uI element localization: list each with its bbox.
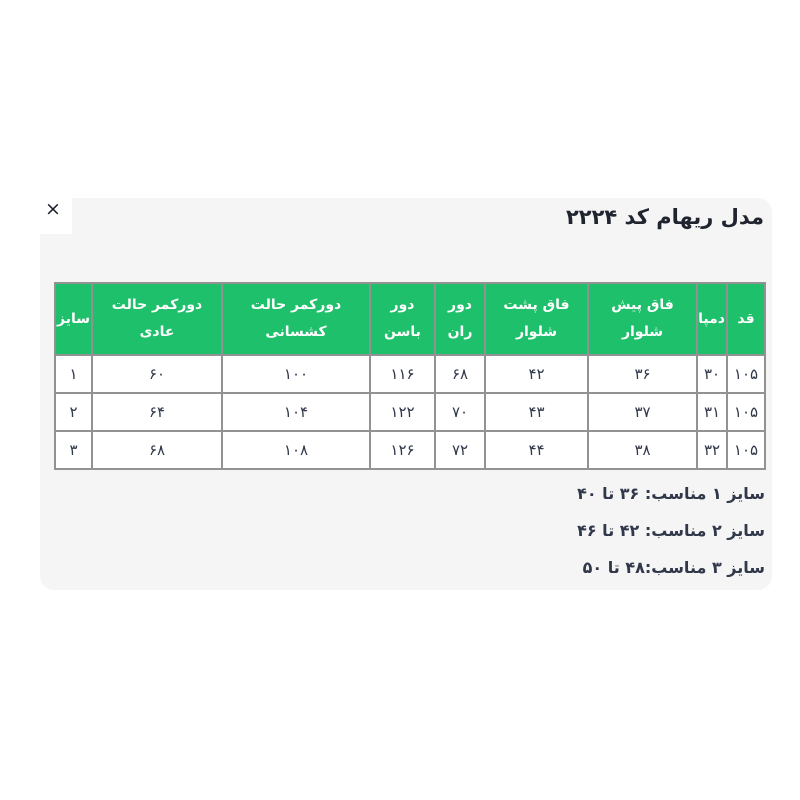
cell-length: ۱۰۵ [726, 354, 766, 394]
cell-waist-normal: ۶۴ [91, 392, 223, 432]
size-chart-modal: × مدل ریهام کد ۲۲۲۴ قد دمپا فاق پیش شلوا… [40, 198, 772, 590]
cell-back-rise: ۴۲ [484, 354, 589, 394]
cell-hem: ۳۲ [696, 430, 728, 470]
cell-size: ۱ [54, 354, 93, 394]
cell-length: ۱۰۵ [726, 392, 766, 432]
table-header-row: قد دمپا فاق پیش شلوار فاق پشت شلوار دور … [54, 282, 766, 356]
cell-length: ۱۰۵ [726, 430, 766, 470]
page-title: مدل ریهام کد ۲۲۲۴ [565, 205, 764, 229]
cell-hip: ۱۱۶ [369, 354, 436, 394]
table-row: ۱۰۵ ۳۰ ۳۶ ۴۲ ۶۸ ۱۱۶ ۱۰۰ ۶۰ ۱ [54, 354, 766, 394]
cell-back-rise: ۴۴ [484, 430, 589, 470]
cell-size: ۲ [54, 392, 93, 432]
col-header-waist-stretched: دورکمر حالت کشسانی [221, 282, 371, 356]
cell-waist-stretched: ۱۰۸ [221, 430, 371, 470]
cell-hem: ۳۰ [696, 354, 728, 394]
col-header-size: سایز [54, 282, 93, 356]
size-2-note: سایز ۲ مناسب: ۴۲ تا ۴۶ [577, 521, 765, 540]
close-notch: × [40, 198, 72, 234]
cell-front-rise: ۳۷ [587, 392, 698, 432]
cell-hip: ۱۲۲ [369, 392, 436, 432]
size-guide-notes: سایز ۱ مناسب: ۳۶ تا ۴۰ سایز ۲ مناسب: ۴۲ … [577, 475, 765, 586]
size-1-note: سایز ۱ مناسب: ۳۶ تا ۴۰ [577, 484, 765, 503]
table-row: ۱۰۵ ۳۲ ۳۸ ۴۴ ۷۲ ۱۲۶ ۱۰۸ ۶۸ ۳ [54, 430, 766, 470]
col-header-waist-normal: دورکمر حالت عادی [91, 282, 223, 356]
cell-waist-stretched: ۱۰۰ [221, 354, 371, 394]
cell-waist-normal: ۶۰ [91, 354, 223, 394]
cell-thigh: ۶۸ [434, 354, 486, 394]
cell-thigh: ۷۲ [434, 430, 486, 470]
col-header-front-rise: فاق پیش شلوار [587, 282, 698, 356]
col-header-hem: دمپا [696, 282, 728, 356]
cell-size: ۳ [54, 430, 93, 470]
col-header-hip: دور باسن [369, 282, 436, 356]
cell-waist-stretched: ۱۰۴ [221, 392, 371, 432]
table-row: ۱۰۵ ۳۱ ۳۷ ۴۳ ۷۰ ۱۲۲ ۱۰۴ ۶۴ ۲ [54, 392, 766, 432]
cell-hem: ۳۱ [696, 392, 728, 432]
close-icon[interactable]: × [45, 198, 61, 220]
cell-front-rise: ۳۸ [587, 430, 698, 470]
col-header-length: قد [726, 282, 766, 356]
size-chart-table: قد دمپا فاق پیش شلوار فاق پشت شلوار دور … [54, 282, 766, 470]
cell-back-rise: ۴۳ [484, 392, 589, 432]
cell-hip: ۱۲۶ [369, 430, 436, 470]
col-header-thigh: دور ران [434, 282, 486, 356]
cell-front-rise: ۳۶ [587, 354, 698, 394]
col-header-back-rise: فاق پشت شلوار [484, 282, 589, 356]
cell-thigh: ۷۰ [434, 392, 486, 432]
size-3-note: سایز ۳ مناسب:۴۸ تا ۵۰ [582, 558, 765, 577]
cell-waist-normal: ۶۸ [91, 430, 223, 470]
